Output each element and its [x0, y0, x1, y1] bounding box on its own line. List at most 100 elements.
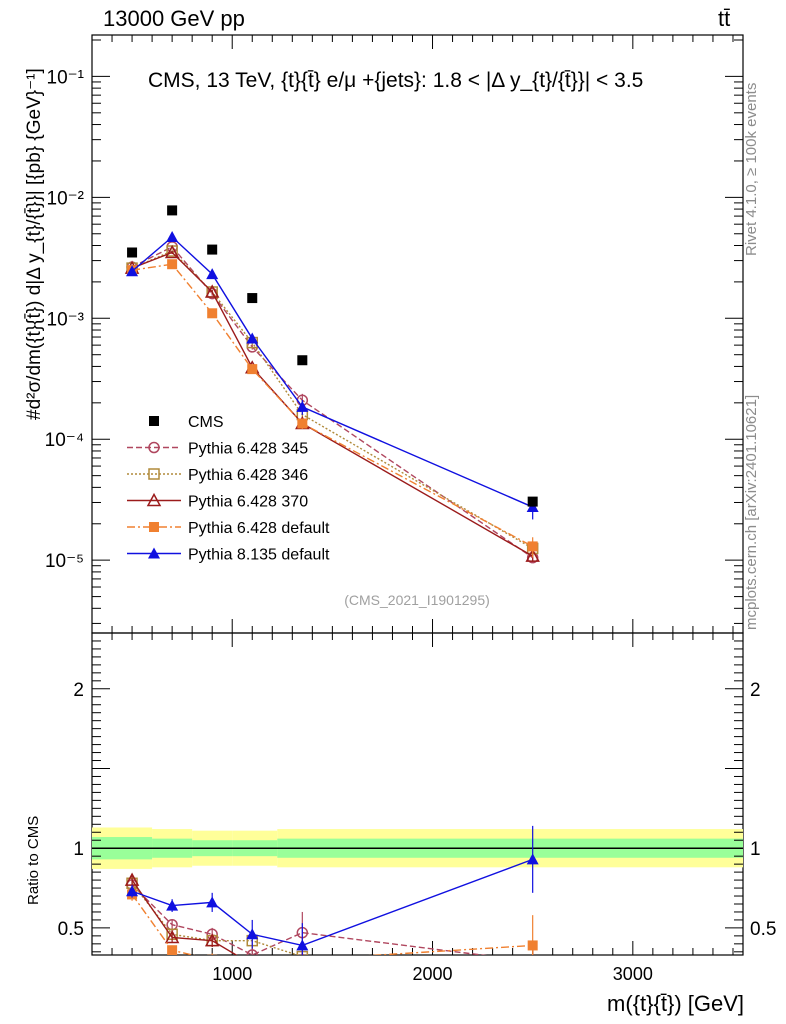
ratio-line — [131, 884, 488, 955]
data-point — [127, 247, 138, 258]
data-point — [247, 293, 258, 304]
data-point — [526, 853, 539, 865]
main-frame-box — [91, 34, 744, 634]
series-line — [131, 236, 533, 508]
data-point — [527, 940, 538, 951]
legend-label: Pythia 6.428 370 — [188, 494, 308, 511]
data-point — [167, 205, 178, 216]
data-point — [528, 958, 538, 968]
series-line — [131, 263, 534, 548]
data-point — [527, 496, 538, 507]
legend-item-p346: Pythia 6.428 346 — [127, 467, 308, 484]
legend-item-p345: Pythia 6.428 345 — [127, 441, 308, 458]
data-point — [297, 418, 308, 429]
data-point — [207, 244, 218, 255]
series-main-p8 — [126, 231, 539, 520]
data-point — [148, 547, 160, 559]
y-axis-label: #d²σ/dm({t}{t̄}) d|Δ y_{t}/{t̄}}| [{pb} … — [24, 68, 45, 420]
cms-uncertainty-band — [92, 827, 743, 869]
data-point — [204, 933, 220, 947]
x-axis-label: m({t}{t̄}) [GeV] — [607, 991, 744, 1016]
ratio-tick-label-right: 1 — [750, 839, 761, 860]
series-main-CMS — [127, 205, 538, 507]
ratio-tick-label-left: 0.5 — [58, 919, 84, 940]
legend-label: Pythia 6.428 345 — [188, 441, 308, 458]
y-axis-ticks: 10⁻⁵ 10⁻⁴ 10⁻³ 10⁻² 10⁻¹ — [45, 39, 743, 624]
data-point — [296, 939, 309, 951]
ratio-plot-frame — [91, 632, 744, 956]
data-point — [527, 957, 539, 968]
data-point — [207, 954, 218, 955]
ratio-tick-label-left: 1 — [73, 839, 84, 860]
series-main-p345 — [126, 241, 539, 564]
data-point — [164, 244, 180, 259]
legend-label: Pythia 8.135 default — [188, 547, 330, 564]
legend-label: Pythia 6.428 346 — [188, 467, 308, 484]
series-line — [131, 251, 534, 557]
main-plot-frame — [91, 34, 744, 634]
data-point — [204, 284, 220, 298]
analysis-id-label: (CMS_2021_I1901295) — [344, 592, 490, 608]
legend-item-p8: Pythia 8.135 default — [127, 547, 330, 564]
ratio-line — [131, 882, 300, 955]
ratio-tick-label-right: 0.5 — [750, 919, 776, 940]
series-ratio-p346 — [126, 876, 538, 968]
series-ratio-p345 — [126, 878, 538, 966]
legend-item-CMS: CMS — [149, 414, 224, 431]
series-ratio-p370 — [124, 872, 539, 968]
data-point — [166, 899, 179, 911]
series-main-pdef — [127, 259, 538, 558]
data-point — [149, 522, 159, 532]
y-tick-label: 10⁻¹ — [47, 67, 85, 88]
data-point — [527, 541, 538, 552]
data-point — [297, 954, 308, 955]
series-ratio-p8 — [126, 825, 539, 955]
ratio-axis-ticks: 0.5 0.5 1 1 2 2 — [58, 640, 776, 953]
legend-item-p370: Pythia 6.428 370 — [127, 492, 308, 511]
x-axis-ticks: 1000 2000 3000 — [111, 35, 734, 984]
legend: CMS Pythia 6.428 345 Pythia 6.428 346 Pythi… — [127, 414, 330, 564]
data-point — [206, 268, 219, 280]
data-point — [207, 308, 218, 319]
data-point — [126, 885, 139, 897]
data-point — [146, 492, 162, 507]
data-point — [167, 945, 178, 955]
legend-label: CMS — [188, 414, 224, 431]
process-label: tt̄ — [718, 6, 731, 31]
ratio-line — [131, 858, 533, 947]
chart-title: CMS, 13 TeV, {t}{t̄} e/μ +{jets}: 1.8 < … — [148, 69, 643, 92]
x-tick-label: 2000 — [412, 964, 452, 984]
data-point — [528, 956, 538, 966]
ratio-axis-label: Ratio to CMS — [25, 816, 42, 905]
series-line — [131, 245, 534, 559]
legend-item-pdef: Pythia 6.428 default — [127, 520, 330, 537]
series-ratio-pdef — [127, 888, 538, 955]
y-tick-label: 10⁻⁴ — [45, 430, 84, 451]
ratio-frame-box — [91, 632, 744, 956]
data-point — [166, 231, 179, 243]
data-point — [148, 441, 160, 454]
data-point — [149, 416, 159, 426]
data-point — [246, 332, 259, 344]
data-point — [164, 929, 180, 944]
data-point — [247, 364, 258, 375]
x-tick-label: 1000 — [212, 964, 252, 984]
energy-label: 13000 GeV pp — [103, 6, 245, 31]
legend-label: Pythia 6.428 default — [188, 520, 330, 537]
data-point — [246, 928, 259, 940]
y-tick-label: 10⁻³ — [47, 309, 85, 330]
ratio-tick-label-right: 2 — [750, 680, 761, 701]
data-point — [167, 259, 178, 270]
data-point — [246, 949, 258, 955]
ratio-line — [131, 879, 238, 955]
data-point — [206, 896, 219, 908]
series-main-p370 — [124, 244, 540, 562]
x-tick-label: 3000 — [613, 964, 653, 984]
y-tick-label: 10⁻⁵ — [45, 551, 84, 572]
y-tick-label: 10⁻² — [47, 188, 85, 209]
ratio-tick-label-left: 2 — [73, 680, 84, 701]
data-point — [126, 265, 139, 277]
data-point — [525, 548, 540, 562]
data-point — [297, 355, 308, 366]
